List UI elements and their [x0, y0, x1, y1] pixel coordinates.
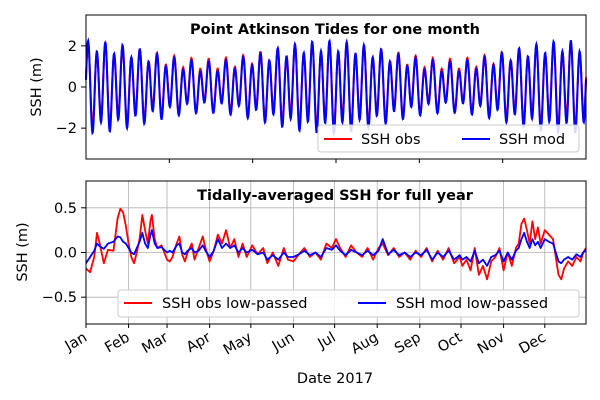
lowpass-series-line-mod	[85, 229, 587, 267]
lowpass-y-tick-label: 0.5	[54, 201, 77, 217]
tides-legend-label-mod: SSH mod	[499, 132, 565, 148]
tides-legend[interactable]: SSH obs SSH mod	[317, 124, 580, 153]
tides-y-tick-label: −2	[56, 121, 77, 137]
lowpass-y-tick-label: −0.5	[42, 290, 77, 306]
tides-y-axis-label: SSH (m)	[29, 57, 45, 116]
tides-panel: −202 Point Atkinson Tides for one month …	[29, 14, 587, 163]
tides-title: Point Atkinson Tides for one month	[190, 22, 480, 38]
tides-legend-box	[317, 124, 580, 153]
lowpass-legend-label-mod: SSH mod low-passed	[396, 296, 548, 312]
lowpass-x-tick-label: Aug	[349, 330, 382, 358]
tides-legend-label-obs: SSH obs	[361, 132, 421, 148]
lowpass-x-tick-label: Jan	[62, 330, 90, 356]
lowpass-x-tick-label: Jul	[315, 330, 339, 353]
lowpass-x-ticks: Jan Feb Mar Apr May Jun Jul Aug Sep Oct Nov Dec	[62, 324, 549, 358]
lowpass-y-axis-label: SSH (m)	[15, 222, 31, 281]
lowpass-x-tick-label: Sep	[392, 330, 424, 358]
lowpass-x-tick-label: Mar	[139, 330, 171, 358]
tides-y-tick-label: 0	[68, 80, 77, 96]
lowpass-legend-box	[117, 289, 580, 318]
lowpass-series-group	[85, 207, 587, 281]
lowpass-title: Tidally-averaged SSH for full year	[197, 188, 474, 204]
lowpass-y-tick-label: 0.0	[54, 246, 77, 262]
tides-y-tick-label: 2	[68, 39, 77, 55]
lowpass-x-tick-label: Dec	[516, 330, 548, 358]
lowpass-x-tick-label: Jun	[269, 330, 297, 356]
lowpass-legend-label-obs: SSH obs low-passed	[162, 296, 307, 312]
tides-series-group	[85, 37, 587, 137]
lowpass-x-tick-label: Oct	[435, 329, 465, 356]
lowpass-y-ticks: −0.5 0.0 0.5	[42, 201, 86, 306]
lowpass-x-tick-label: Nov	[475, 329, 508, 357]
lowpass-x-tick-label: Apr	[184, 330, 214, 356]
lowpass-x-tick-label: Feb	[102, 330, 132, 357]
lowpass-panel: −0.5 0.0 0.5 Jan Feb Mar Apr May Jun Jul Aug Sep Oc…	[15, 180, 587, 387]
lowpass-x-tick-label: May	[221, 329, 255, 358]
tides-y-ticks: −2 0 2	[56, 39, 86, 137]
lowpass-x-axis-label: Date 2017	[297, 371, 373, 387]
lowpass-series-line-obs	[85, 207, 587, 281]
tides-x-ticks	[168, 159, 504, 163]
tides-series-line-mod	[85, 37, 587, 137]
lowpass-legend[interactable]: SSH obs low-passed SSH mod low-passed	[117, 289, 580, 318]
